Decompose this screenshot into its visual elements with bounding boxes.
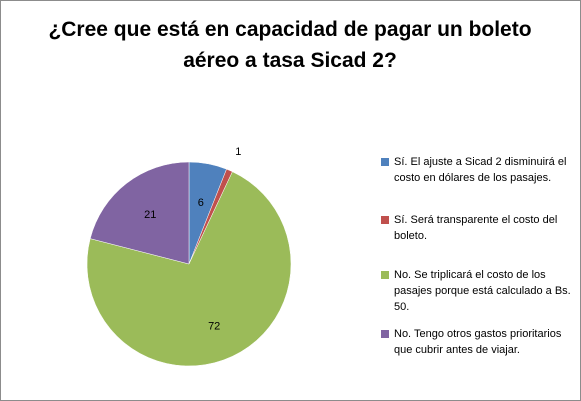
legend-label-3: No. Se triplicará el costo de los pasaje… <box>394 269 571 313</box>
pie-data-label-3: 72 <box>208 321 220 333</box>
legend-label-1: Sí. El ajuste a Sicad 2 disminuirá el co… <box>394 156 567 184</box>
pie-slice-3 <box>86 171 292 367</box>
pie-data-label-2: 1 <box>235 146 241 158</box>
pie-data-label-4: 21 <box>144 209 156 221</box>
legend-swatch-2 <box>381 216 389 224</box>
pie-data-label-1: 6 <box>198 197 204 209</box>
legend-swatch-3 <box>381 271 389 279</box>
chart-title: ¿Cree que está en capacidad de pagar un … <box>48 18 532 72</box>
pie-slices <box>86 161 292 367</box>
legend-label-4: No. Tengo otros gastos prioritarios que … <box>394 328 562 356</box>
legend-label-2: Sí. Será transparente el costo del bolet… <box>394 214 558 242</box>
legend-swatch-4 <box>381 330 389 338</box>
legend-swatch-1 <box>381 158 389 166</box>
pie-slice-4 <box>89 161 190 265</box>
pie-data-labels: 6 1 72 21 <box>144 146 241 332</box>
